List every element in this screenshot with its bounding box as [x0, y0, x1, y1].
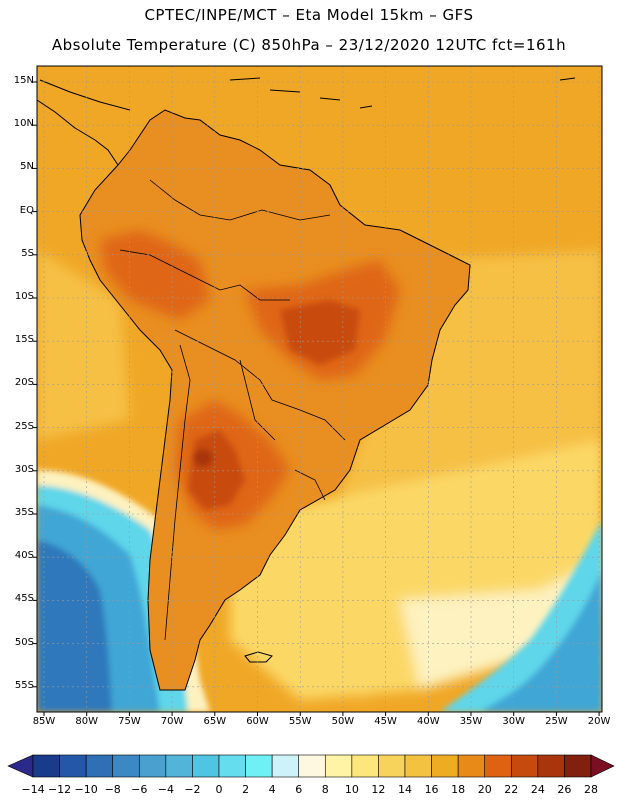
colorbar-swatch — [324, 754, 353, 778]
colorbar-swatch — [484, 754, 512, 778]
lon-label: 35W — [459, 716, 483, 727]
colorbar-swatch — [298, 754, 326, 778]
lat-label: 45S — [14, 593, 34, 605]
colorbar-swatch — [32, 754, 60, 778]
colorbar-swatch — [431, 754, 459, 778]
field-hotspot — [193, 449, 213, 467]
map-frame — [36, 65, 603, 713]
colorbar-swatch — [192, 754, 220, 778]
colorbar-label: 6 — [295, 783, 303, 796]
field-band-pale — [400, 560, 602, 690]
colorbar-label: 14 — [398, 783, 412, 796]
country-borders — [119, 179, 346, 641]
lon-label: 75W — [118, 716, 141, 727]
colorbar — [7, 754, 615, 778]
lon-label: 55W — [288, 716, 312, 727]
colorbar-label: 20 — [477, 783, 492, 796]
colorbar-label: −2 — [184, 783, 201, 796]
lat-label: 40S — [14, 550, 34, 562]
coastline — [79, 109, 471, 691]
lon-label: 80W — [75, 716, 98, 727]
colorbar-swatch — [510, 754, 539, 778]
lat-label: EQ — [19, 204, 34, 216]
coastline-central-america — [37, 79, 131, 166]
colorbar-swatch — [218, 754, 246, 778]
colorbar-swatch — [404, 754, 432, 778]
lon-label: 20W — [587, 716, 611, 727]
colorbar-label: −6 — [131, 783, 148, 796]
lat-label: 55S — [14, 679, 34, 691]
colorbar-swatch — [112, 754, 140, 778]
coastline-caribbean-islands — [229, 77, 576, 109]
lon-label: 85W — [32, 716, 56, 727]
colorbar-swatch — [165, 754, 193, 778]
colorbar-label: 12 — [371, 783, 386, 796]
colorbar-swatch — [457, 754, 486, 778]
colorbar-label: 18 — [451, 783, 466, 796]
lat-label: 5S — [21, 247, 34, 259]
colorbar-label: 4 — [268, 783, 276, 796]
lat-label: 50S — [14, 636, 34, 648]
field-band-west — [37, 250, 130, 440]
colorbar-label: 24 — [530, 783, 545, 796]
colorbar-swatch — [564, 754, 592, 778]
field-cold-se2 — [480, 570, 602, 712]
lat-label: 15N — [13, 75, 34, 86]
colorbar-swatch — [138, 754, 167, 778]
axis-ticks — [33, 81, 600, 716]
colorbar-extend-high — [590, 754, 615, 778]
map-title-line2: Absolute Temperature (C) 850hPa – 23/12/… — [51, 36, 567, 54]
colorbar-label: 16 — [424, 783, 439, 796]
colorbar-label: −12 — [47, 783, 72, 796]
field-cold-3 — [37, 540, 112, 712]
temperature-field — [37, 66, 602, 712]
lat-label: 20S — [14, 377, 34, 389]
colorbar-swatch — [85, 754, 114, 778]
colorbar-swatch — [351, 754, 379, 778]
lat-label: 10S — [14, 291, 34, 302]
colorbar-label: 8 — [321, 783, 329, 796]
colorbar-label: −10 — [74, 783, 98, 796]
lon-label: 50W — [331, 716, 355, 727]
lon-label: 70W — [160, 716, 184, 727]
colorbar-swatch — [537, 754, 565, 778]
colorbar-label: 0 — [215, 783, 223, 796]
lon-label: 30W — [502, 716, 525, 727]
lat-label: 30S — [14, 463, 34, 475]
colorbar-extend-low — [7, 754, 34, 778]
lon-label: 40W — [416, 716, 440, 727]
lat-label: 10N — [13, 118, 34, 130]
colorbar-label: −8 — [104, 783, 121, 796]
colorbar-swatch — [59, 754, 87, 778]
colorbar-label: 22 — [504, 783, 519, 796]
lat-label: 5N — [20, 161, 34, 173]
lon-label: 60W — [246, 716, 269, 727]
lon-label: 25W — [545, 716, 568, 727]
colorbar-label: −4 — [157, 783, 174, 796]
colorbar-swatch — [245, 754, 273, 778]
lon-label: 65W — [203, 716, 227, 727]
lon-label: 45W — [374, 716, 397, 727]
colorbar-label: 28 — [584, 783, 598, 796]
lat-label: 25S — [14, 420, 34, 432]
field-hot-amazon — [100, 230, 210, 320]
colorbar-swatch — [271, 754, 300, 778]
colorbar-label: 10 — [344, 783, 359, 796]
graticule — [37, 66, 602, 712]
colorbar-label: 26 — [557, 783, 572, 796]
colorbar-swatch — [378, 754, 406, 778]
lat-label: 15S — [14, 334, 34, 346]
colorbar-label: 2 — [242, 783, 250, 796]
colorbar-label: −14 — [21, 783, 45, 796]
map-title-line1: CPTEC/INPE/MCT – Eta Model 15km – GFS — [144, 6, 474, 24]
coastline-falklands — [244, 651, 273, 663]
lat-label: 35S — [14, 507, 34, 518]
